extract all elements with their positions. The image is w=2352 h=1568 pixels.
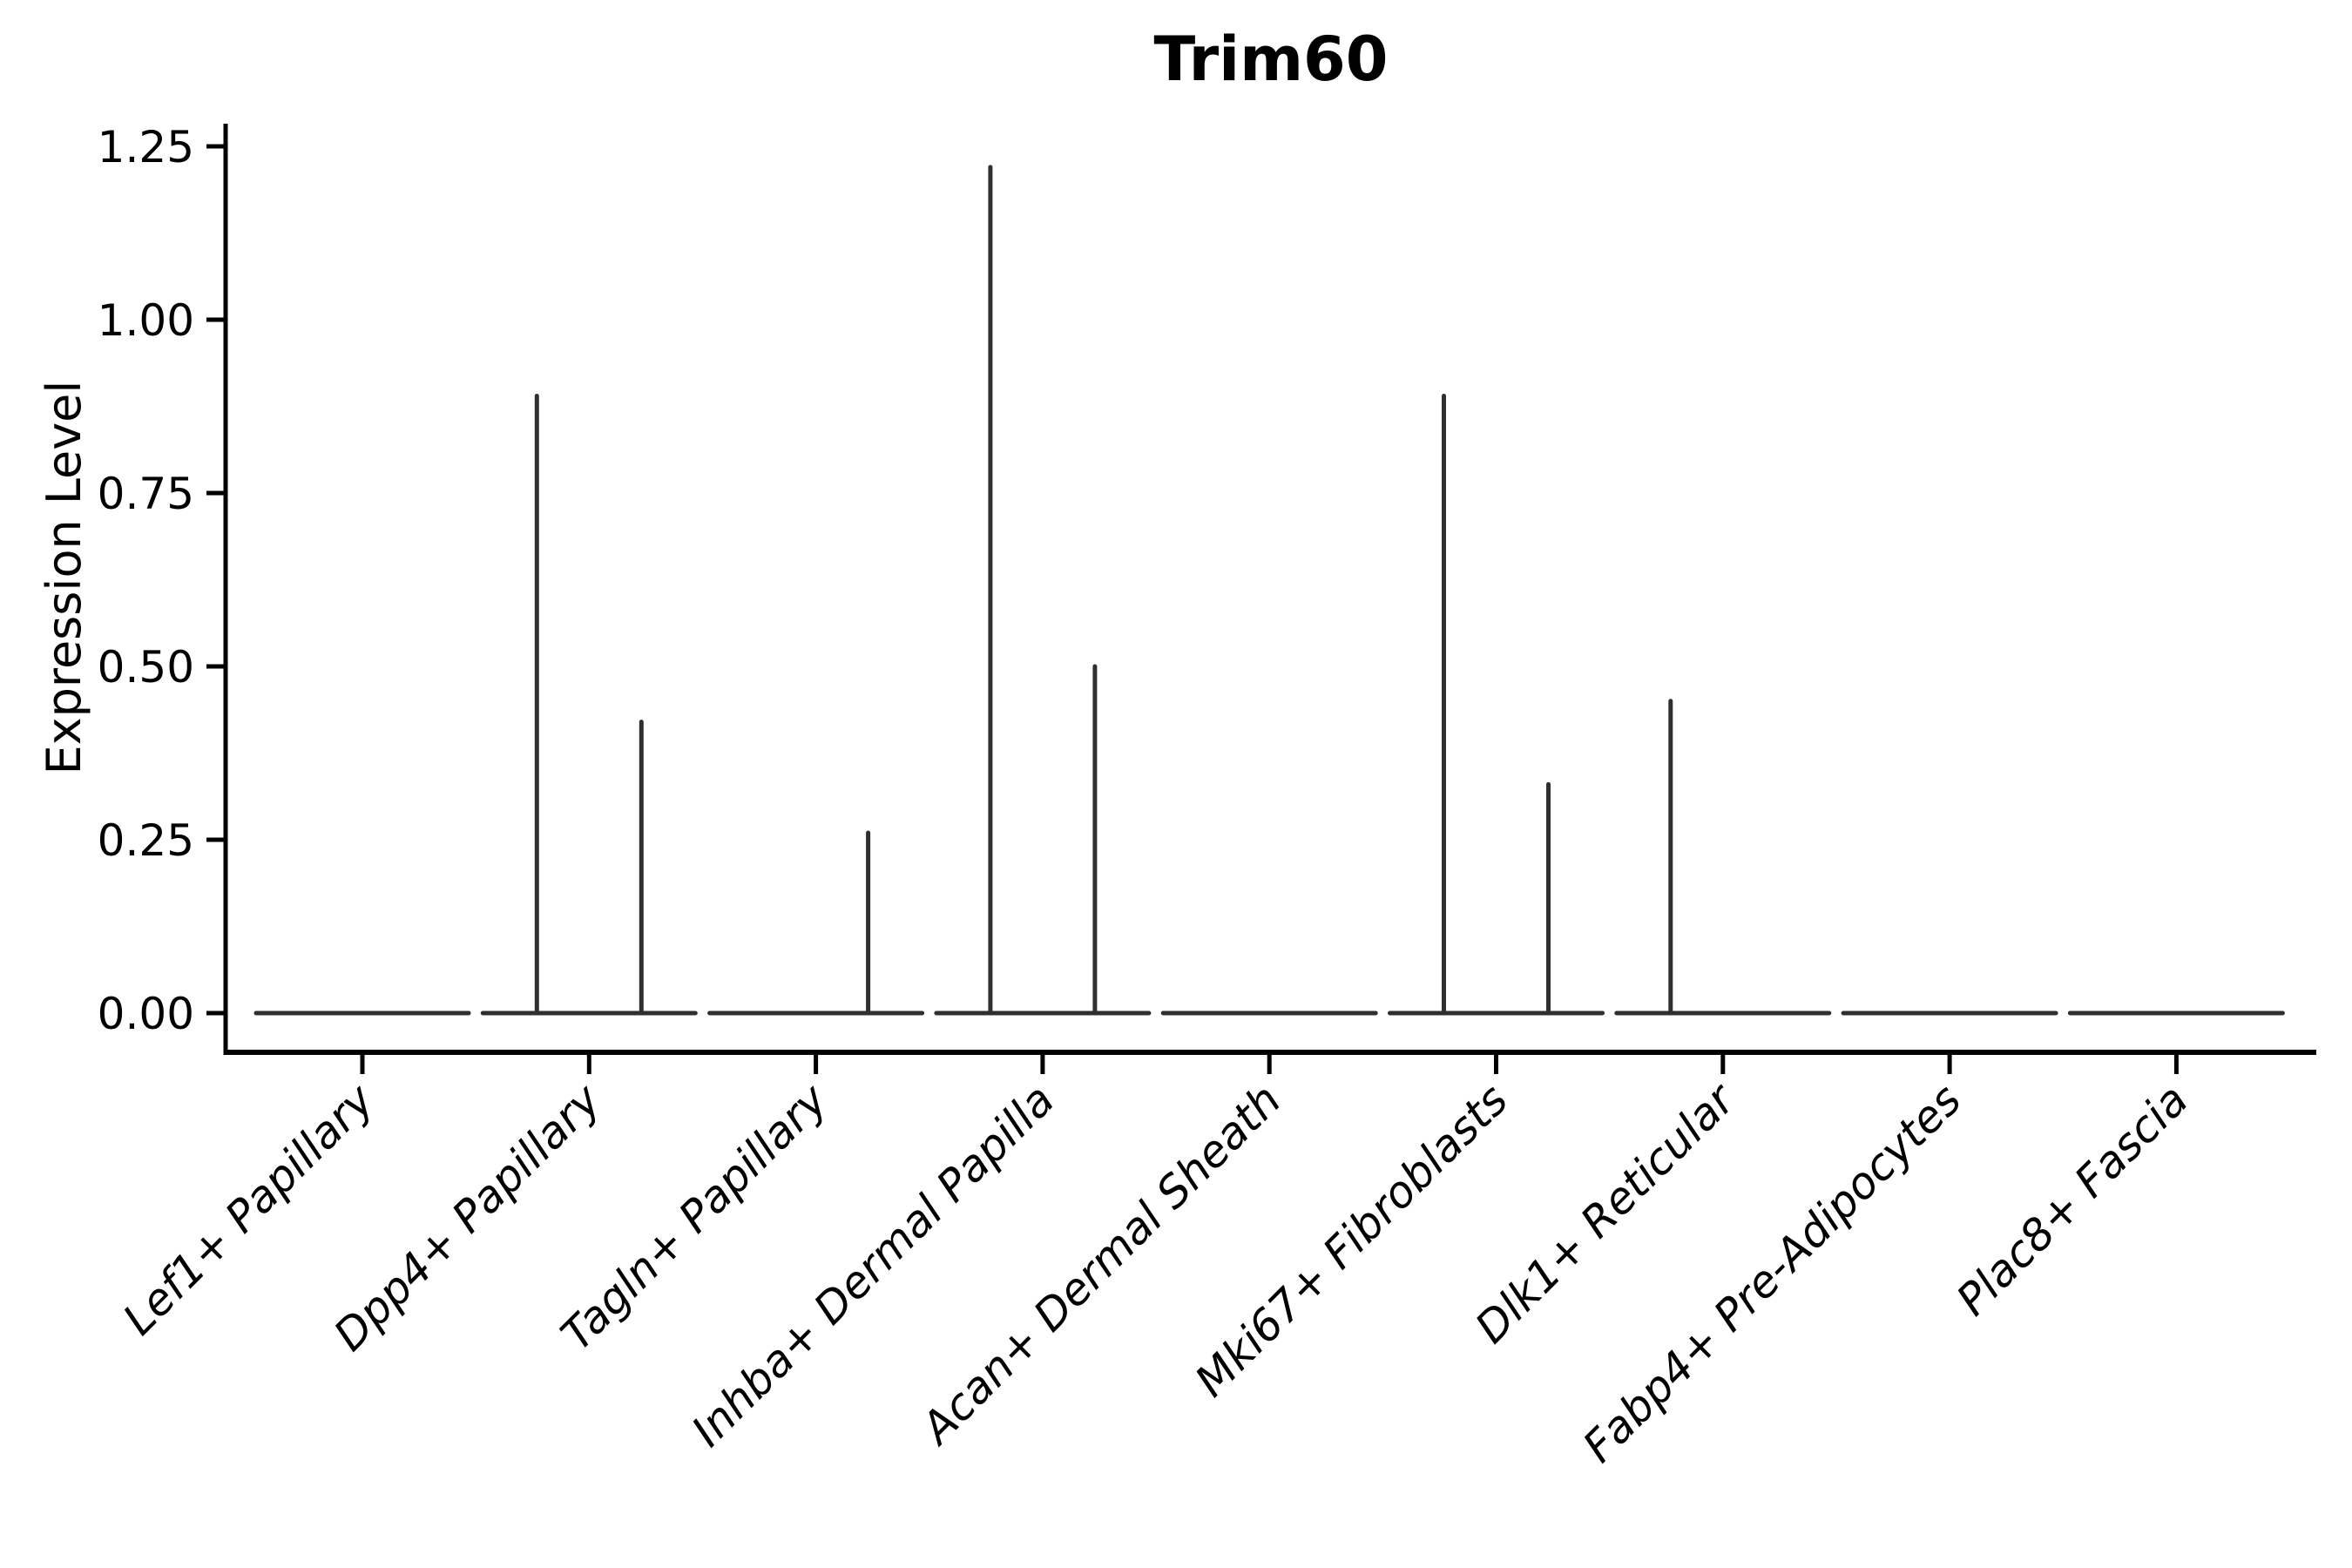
x-tick-label: Inhba+ Dermal Papilla (682, 1074, 1064, 1456)
y-axis-label: Expression Level (37, 380, 91, 775)
y-tick-label: 0.25 (98, 815, 194, 866)
y-tick-label: 1.00 (98, 295, 194, 346)
x-tick-label: Fabp4+ Pre-Adipocytes (1573, 1074, 1971, 1472)
x-tick-label: Acan+ Dermal Sheath (910, 1074, 1291, 1455)
y-tick-label: 0.75 (98, 469, 194, 519)
chart-title: Trim60 (1153, 24, 1389, 95)
y-tick-label: 1.25 (98, 122, 194, 172)
y-tick-label: 0.00 (98, 989, 194, 1039)
y-tick-label: 0.50 (98, 642, 194, 693)
x-tick-label: Plac8+ Fascia (1947, 1074, 2198, 1325)
